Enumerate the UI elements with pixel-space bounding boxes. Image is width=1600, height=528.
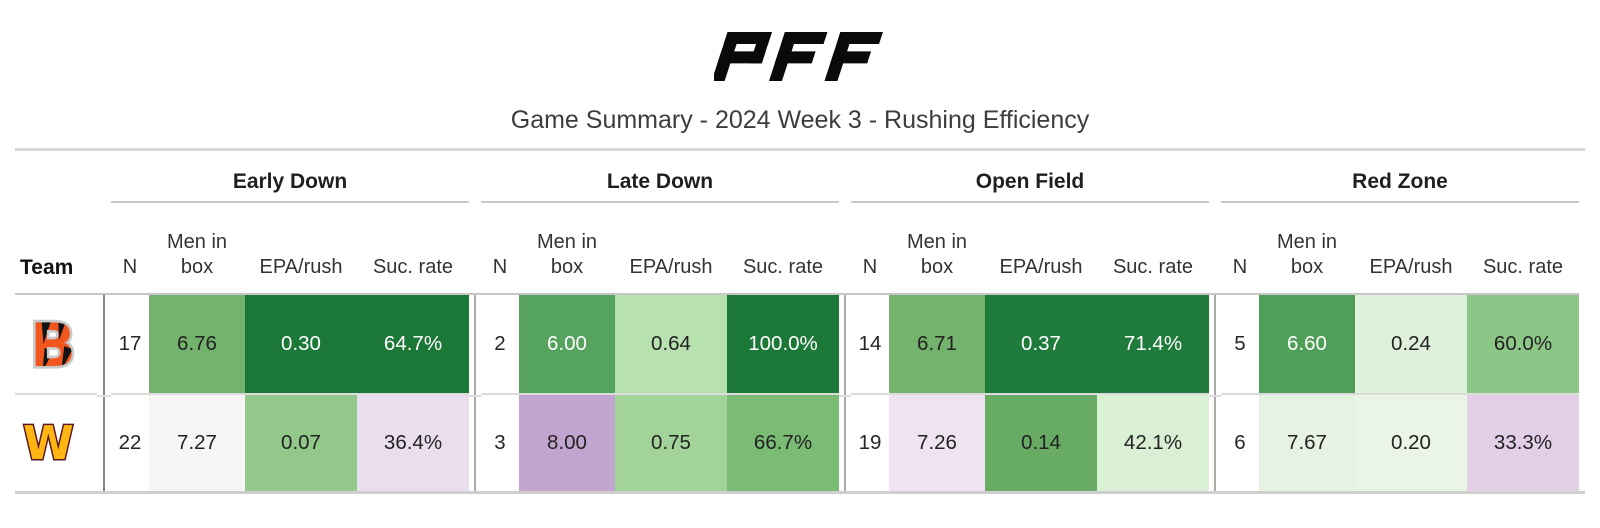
column-header-n: N (862, 256, 878, 278)
stat-cell-bengals-rz-epa: 0.24 (1355, 293, 1467, 395)
column-header-suc-rate: Suc. rate (742, 256, 824, 278)
stat-cell-commanders-of-n: 19 (851, 395, 889, 491)
column-header-men-in-box: Men in box (889, 203, 985, 293)
group-header-open-field: Open Field (851, 151, 1209, 203)
stat-cell-bengals-of-mib: 6.71 (889, 293, 985, 395)
stat-cell-bengals-ed-suc: 64.7% (357, 293, 469, 395)
column-header-men-in-box-label: Men in box (536, 231, 598, 278)
pff-logo-svg (714, 31, 883, 81)
stat-cell-commanders-of-suc: 42.1% (1097, 395, 1209, 491)
column-header-men-in-box-label: Men in box (906, 231, 968, 278)
stat-cell-bengals-rz-suc: 60.0% (1467, 293, 1579, 395)
column-header-epa-rush: EPA/rush (259, 256, 343, 278)
stat-cell-bengals-ld-n: 2 (481, 293, 519, 395)
stat-cell-bengals-ed-n: 17 (111, 293, 149, 395)
stat-cell-bengals-ld-mib: 6.00 (519, 293, 615, 395)
stat-cell-commanders-rz-epa: 0.20 (1355, 395, 1467, 491)
group-header-early-down: Early Down (111, 151, 469, 203)
table-row-commanders-team: W (15, 395, 97, 491)
stat-cell-bengals-ld-epa: 0.64 (615, 293, 727, 395)
group-header-spacer (15, 151, 111, 203)
column-header-epa-rush: EPA/rush (1369, 256, 1453, 278)
subheader-gap (97, 203, 111, 293)
group-gap (839, 151, 851, 203)
column-header-n: N (492, 256, 508, 278)
stat-cell-bengals-rz-mib: 6.60 (1259, 293, 1355, 395)
group-separator (839, 293, 851, 491)
stat-cell-commanders-ed-mib: 7.27 (149, 395, 245, 491)
commanders-logo-icon: W (22, 419, 77, 467)
group-separator (469, 293, 481, 491)
column-header-suc-rate: Suc. rate (372, 256, 454, 278)
group-gap (469, 151, 481, 203)
column-header-men-in-box: Men in box (519, 203, 615, 293)
stat-cell-commanders-ld-mib: 8.00 (519, 395, 615, 491)
pff-rushing-summary-page: Game Summary - 2024 Week 3 - Rushing Eff… (0, 0, 1600, 494)
stat-cell-commanders-ed-suc: 36.4% (357, 395, 469, 491)
stat-cell-commanders-ed-n: 22 (111, 395, 149, 491)
group-header-late-down: Late Down (481, 151, 839, 203)
column-header-n: N (122, 256, 138, 278)
stat-cell-commanders-ed-epa: 0.07 (245, 395, 357, 491)
group-header-red-zone: Red Zone (1221, 151, 1579, 203)
column-header-men-in-box: Men in box (1259, 203, 1355, 293)
column-header-suc-rate: Suc. rate (1112, 256, 1194, 278)
stat-cell-bengals-ld-suc: 100.0% (727, 293, 839, 395)
stat-cell-commanders-ld-suc: 66.7% (727, 395, 839, 491)
stat-cell-commanders-ld-n: 3 (481, 395, 519, 491)
column-header-men-in-box-label: Men in box (1276, 231, 1338, 278)
page-title: Game Summary - 2024 Week 3 - Rushing Eff… (510, 106, 1090, 134)
subheader-gap (839, 203, 851, 293)
stat-cell-commanders-rz-suc: 33.3% (1467, 395, 1579, 491)
stat-cell-commanders-of-epa: 0.14 (985, 395, 1097, 491)
stat-cell-bengals-of-n: 14 (851, 293, 889, 395)
column-header-men-in-box-label: Men in box (166, 231, 228, 278)
bengals-logo-icon: B B (28, 315, 78, 373)
stat-cell-bengals-of-epa: 0.37 (985, 293, 1097, 395)
stat-cell-bengals-rz-n: 5 (1221, 293, 1259, 395)
column-header-suc-rate: Suc. rate (1482, 256, 1564, 278)
svg-text:W: W (23, 419, 73, 467)
column-header-epa-rush: EPA/rush (629, 256, 713, 278)
table-row-bengals-team: B B (15, 293, 97, 395)
team-column-separator (97, 293, 111, 491)
stat-cell-bengals-ed-mib: 6.76 (149, 293, 245, 395)
stat-cell-commanders-ld-epa: 0.75 (615, 395, 727, 491)
column-header-team: Team (20, 256, 74, 279)
subheader-gap (469, 203, 481, 293)
stat-cell-bengals-of-suc: 71.4% (1097, 293, 1209, 395)
column-header-men-in-box: Men in box (149, 203, 245, 293)
stat-cell-commanders-rz-n: 6 (1221, 395, 1259, 491)
subheader-gap (1209, 203, 1221, 293)
stat-cell-commanders-rz-mib: 7.67 (1259, 395, 1355, 491)
group-separator (1209, 293, 1221, 491)
stat-cell-bengals-ed-epa: 0.30 (245, 293, 357, 395)
pff-logo-icon (0, 0, 1600, 88)
group-gap (1209, 151, 1221, 203)
column-header-epa-rush: EPA/rush (999, 256, 1083, 278)
stat-cell-commanders-of-mib: 7.26 (889, 395, 985, 491)
rushing-efficiency-table: Early Down Late Down Open Field Red Zone… (15, 148, 1585, 494)
column-header-n: N (1232, 256, 1248, 278)
